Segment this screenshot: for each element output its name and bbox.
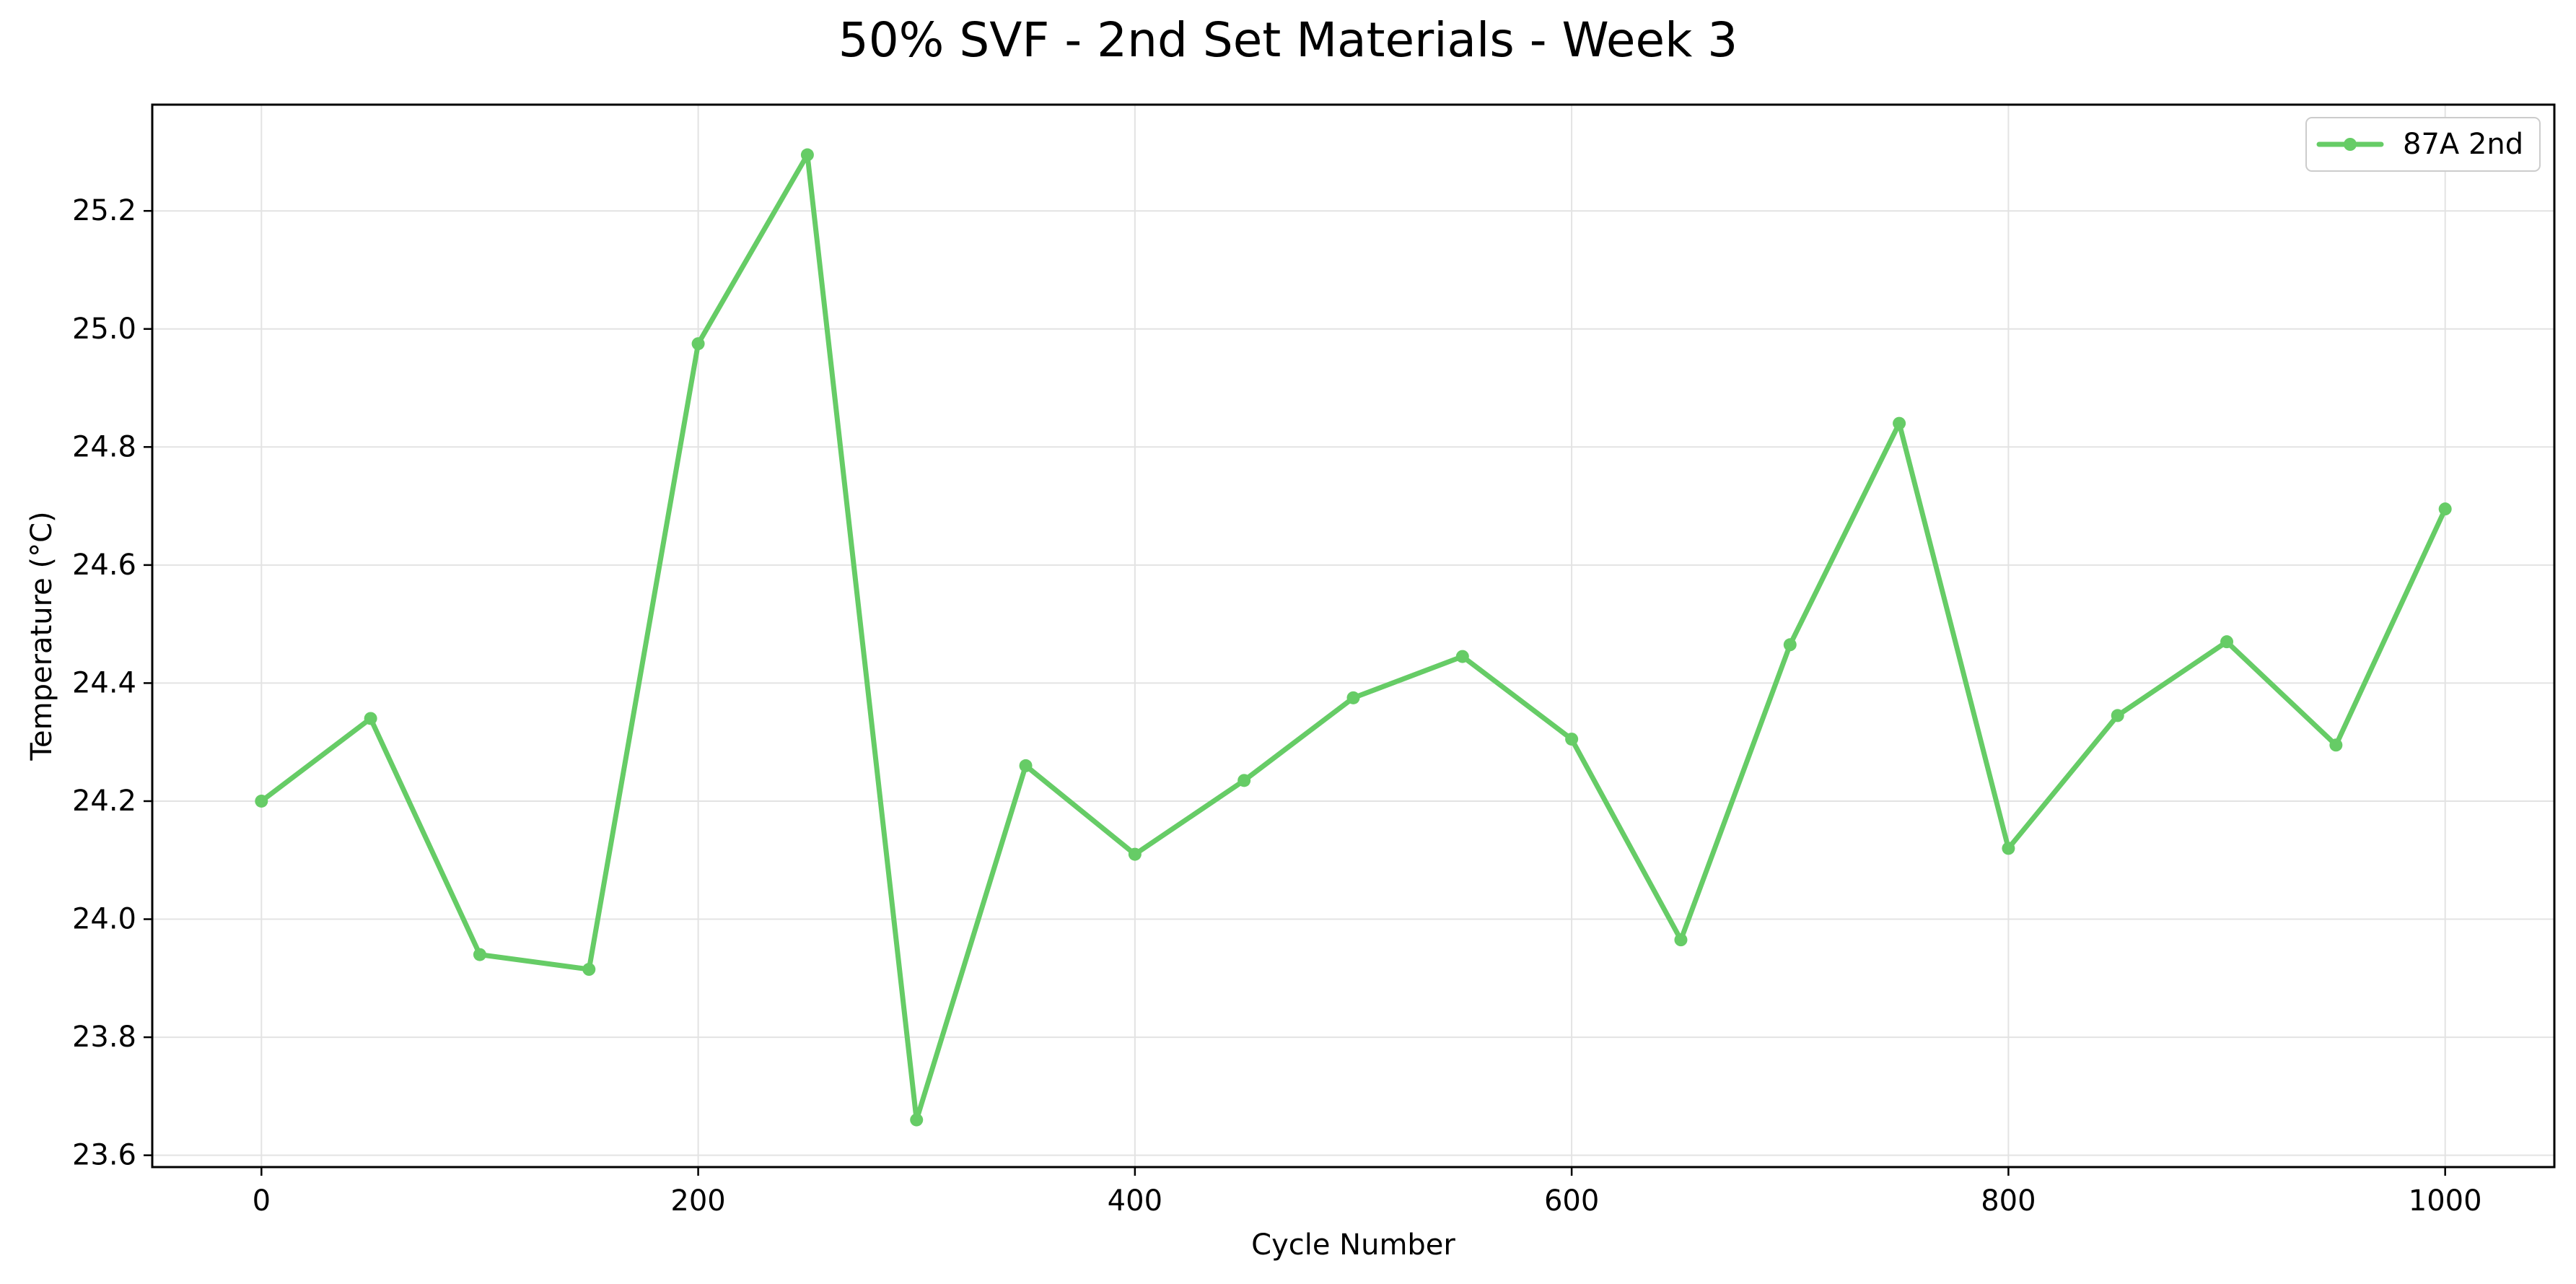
data-point: [910, 1113, 924, 1127]
data-point: [2002, 842, 2015, 855]
legend-label: 87A 2nd: [2403, 128, 2523, 161]
chart-title: 50% SVF - 2nd Set Materials - Week 3: [838, 12, 1738, 68]
data-point: [473, 948, 486, 961]
y-tick-label: 24.8: [72, 430, 136, 463]
data-point: [2111, 709, 2124, 722]
y-tick-label: 25.2: [72, 194, 136, 227]
data-point: [364, 712, 377, 725]
series-layer: [255, 148, 2452, 1127]
legend-point-marker: [2344, 138, 2357, 151]
data-point: [255, 794, 268, 808]
y-tick-label: 25.0: [72, 313, 136, 346]
x-tick-label: 800: [1981, 1184, 2036, 1218]
data-point: [800, 148, 814, 162]
y-tick-label: 24.6: [72, 549, 136, 582]
data-point: [2329, 738, 2343, 752]
axis-ticks: 0 200 400 600 800 1000 23.6 23.8 24.0 24.2 24.4 24.…: [72, 194, 2482, 1218]
y-tick-label: 23.6: [72, 1139, 136, 1172]
data-point: [1346, 691, 1360, 704]
grid-lines: [152, 105, 2554, 1167]
data-point: [1237, 774, 1251, 787]
legend-box: [2305, 117, 2541, 172]
plot-frame: [151, 103, 2556, 1169]
data-point: [1455, 650, 1469, 663]
data-point: [2438, 502, 2452, 516]
data-point: [2220, 635, 2234, 649]
x-axis-label: Cycle Number: [1251, 1228, 1455, 1262]
data-point: [582, 963, 596, 977]
data-point: [1128, 847, 1142, 861]
data-point: [691, 337, 705, 351]
y-tick-label: 24.0: [72, 903, 136, 936]
data-point: [1893, 416, 1906, 430]
x-tick-label: 400: [1108, 1184, 1162, 1218]
x-tick-label: 600: [1544, 1184, 1599, 1218]
data-point: [1019, 759, 1033, 772]
legend: 87A 2nd: [2305, 117, 2541, 172]
y-tick-label: 23.8: [72, 1021, 136, 1054]
y-tick-label: 24.2: [72, 785, 136, 818]
x-tick-label: 200: [670, 1184, 725, 1218]
data-point: [1783, 638, 1797, 652]
data-point: [1674, 933, 1688, 947]
x-tick-label: 0: [253, 1184, 271, 1218]
x-tick-label: 1000: [2409, 1184, 2482, 1218]
y-tick-label: 24.4: [72, 666, 136, 699]
data-point: [1565, 733, 1579, 746]
y-axis-label: Temperature (°C): [25, 511, 58, 761]
